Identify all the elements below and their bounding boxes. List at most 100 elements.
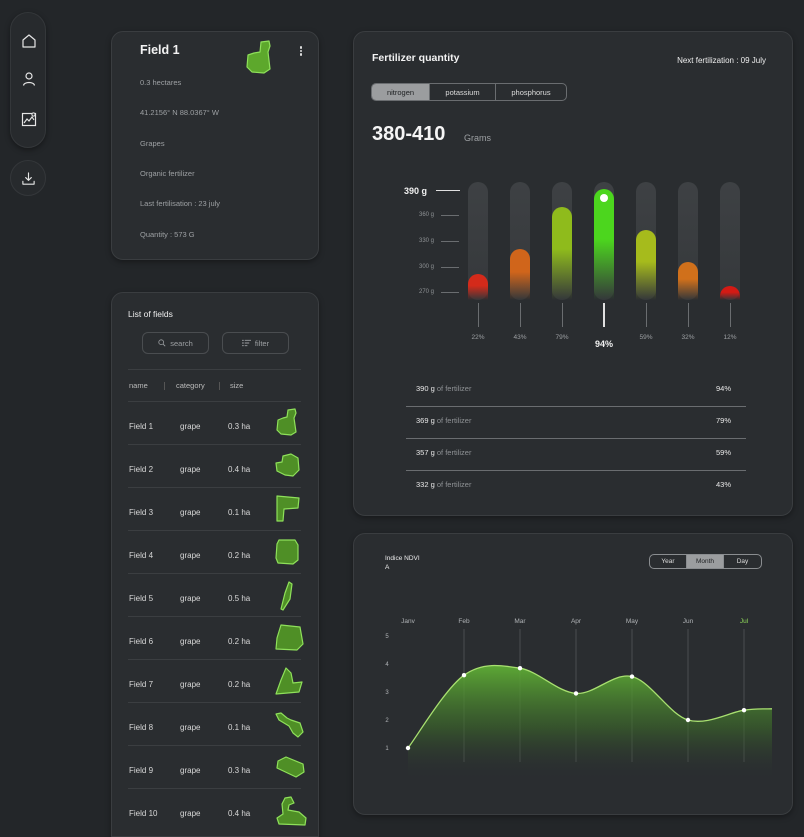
x-tick-label: Jul [740,618,749,625]
x-tick-label: Jun [683,618,694,625]
field-area: 0.3 hectares [140,78,182,87]
table-row[interactable]: Field 4 grape 0.2 ha [128,530,301,573]
bar-fill [594,189,614,300]
column-header-size[interactable]: size [230,381,244,390]
search-button[interactable]: search [142,332,209,354]
y-tick-label: 5 [385,634,389,640]
chart-image-icon[interactable] [11,101,47,137]
x-tick-label: Janv [401,618,415,625]
field-size: 0.1 ha [228,508,251,517]
table-row: 369 g of fertilizer 79% [406,405,746,437]
tab-phosphorus[interactable]: phosphorus [511,87,551,97]
bar-track[interactable] [720,182,740,300]
tab-year[interactable]: Year [650,555,687,568]
field-name: Field 5 [129,594,154,603]
fertilizer-suffix: of fertilizer [436,384,472,393]
fertilizer-range-unit: Grams [464,133,491,143]
ndvi-point [573,691,579,696]
field-name: Field 6 [129,637,154,646]
bar-track[interactable] [510,182,530,300]
field-name: Field 9 [129,766,154,775]
field-category: grape [180,637,201,646]
column-header-category[interactable]: category [176,381,205,390]
table-row[interactable]: Field 10 grape 0.4 ha [128,788,307,831]
field-shape-icon [275,712,304,738]
field-shape-icon [276,796,307,826]
table-row: 357 g of fertilizer 59% [406,437,746,469]
bar-fill [552,207,572,300]
y-tick-label: 3 [385,690,389,696]
table-row[interactable]: Field 6 grape 0.2 ha [128,616,304,659]
fertilizer-grams: 332 g [416,480,435,489]
fertilizer-range: 380-410 [372,123,446,145]
field-category: grape [180,465,201,474]
field-size: 0.3 ha [228,766,251,775]
table-row: 390 g of fertilizer 94% [406,373,746,405]
next-fertilization: Next fertilization : 09 July [677,56,766,65]
divider [406,470,746,471]
fertilizer-grams: 390 g [416,384,435,393]
column-header-name[interactable]: name [129,381,148,390]
table-row[interactable]: Field 9 grape 0.3 ha [128,745,305,788]
bar-stem [646,303,647,327]
table-row[interactable]: Field 1 grape 0.3 ha [128,401,301,444]
field-size: 0.1 ha [228,723,251,732]
bar-track[interactable] [594,182,614,300]
user-icon[interactable] [11,61,47,97]
field-last-fertilisation: Last fertilisation : 23 july [140,199,221,208]
table-row[interactable]: Field 7 grape 0.2 ha [128,659,303,702]
home-icon[interactable] [11,23,47,59]
field-category: grape [180,594,201,603]
field-category: grape [180,723,201,732]
table-row[interactable]: Field 8 grape 0.1 ha [128,702,304,745]
bar-stem [562,303,563,327]
field-detail-card: Field 1 0.3 hectares 41.2156° N 88.0367°… [111,31,319,260]
tab-day[interactable]: Day [736,558,749,565]
field-list-card: List of fields search filter name catego… [111,292,319,837]
bar-percent-label: 59% [639,334,653,341]
bar-stem [688,303,689,327]
table-row[interactable]: Field 2 grape 0.4 ha [128,444,301,487]
field-shape-icon [276,495,300,522]
more-options-icon[interactable] [298,46,304,58]
x-tick-label: Apr [571,618,582,625]
y-tick-label: 2 [385,718,389,724]
bar-stem [478,303,479,327]
x-tick-label: May [626,618,639,625]
field-name: Field 8 [129,723,154,732]
bar-fill [636,230,656,300]
bar-stem [520,303,521,327]
ndvi-chart: Janv Feb Mar Apr May Jun Jul 1 2 3 4 5 [385,618,773,779]
search-icon [158,339,166,347]
x-tick-label: Mar [514,618,526,625]
tab-month[interactable]: Month [687,555,724,568]
field-title: Field 1 [140,43,180,57]
table-row[interactable]: Field 3 grape 0.1 ha [128,487,301,530]
field-quantity: Quantity : 573 G [140,230,195,239]
tab-potassium[interactable]: potassium [430,84,496,100]
table-row[interactable]: Field 5 grape 0.5 ha [128,573,301,616]
filter-button[interactable]: filter [222,332,289,354]
download-button[interactable] [10,160,46,196]
field-size: 0.3 ha [228,422,251,431]
bar-track[interactable] [678,182,698,300]
field-shape-icon [275,624,304,651]
ndvi-title-line2: A [385,564,390,571]
bar-percent-label: 32% [681,334,695,341]
tab-nitrogen[interactable]: nitrogen [372,84,430,100]
bar-track[interactable] [468,182,488,300]
field-category: grape [180,551,201,560]
field-category: grape [180,422,201,431]
ndvi-card: Indice NDVI A Year Month Day Janv Feb Mar A… [353,533,793,815]
bar-track[interactable] [552,182,572,300]
nutrient-tabs: nitrogen potassium phosphorus [371,83,567,101]
bar-track[interactable] [636,182,656,300]
ndvi-title-line1: Indice NDVI [385,555,420,562]
field-shape-icon [246,40,271,74]
bar-percent-label: 22% [471,334,485,341]
highlight-tick [436,190,460,191]
x-tick-label: Feb [458,618,470,625]
field-category: grape [180,809,201,818]
y-axis-label: 270 g [418,289,434,295]
download-icon [21,171,35,185]
